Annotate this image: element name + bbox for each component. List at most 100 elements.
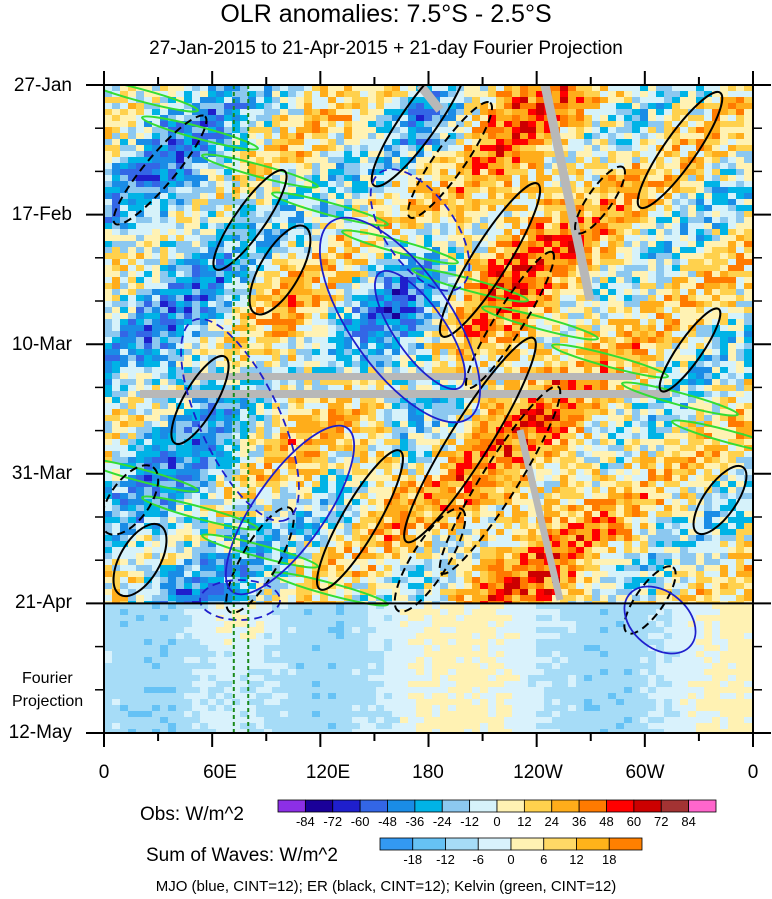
obs-cell	[352, 331, 361, 338]
obs-cell	[296, 217, 305, 224]
obs-cell	[616, 349, 625, 356]
obs-cell	[712, 337, 721, 344]
obs-cell	[512, 367, 521, 374]
obs-cell	[208, 85, 217, 92]
obs-cell	[616, 265, 625, 272]
obs-cell	[176, 241, 185, 248]
obs-cell	[208, 187, 217, 194]
obs-cell	[496, 415, 505, 422]
obs-cell	[504, 361, 513, 368]
obs-cell	[504, 313, 513, 320]
obs-cell	[504, 367, 513, 374]
obs-cell	[544, 145, 553, 152]
obs-cell	[264, 151, 273, 158]
obs-cell	[304, 265, 313, 272]
obs-cell	[680, 157, 689, 164]
obs-cell	[320, 241, 329, 248]
chart-title: OLR anomalies: 7.5°S - 2.5°S	[220, 0, 552, 28]
obs-cell	[496, 205, 505, 212]
obs-cell	[744, 115, 753, 122]
obs-cell	[488, 241, 497, 248]
obs-cell	[688, 217, 697, 224]
obs-cell	[296, 109, 305, 116]
obs-cell	[576, 163, 585, 170]
obs-cell	[688, 277, 697, 284]
obs-cell	[536, 175, 545, 182]
obs-cell	[600, 115, 609, 122]
obs-cell	[384, 103, 393, 110]
obs-cell	[536, 271, 545, 278]
obs-cell	[312, 103, 321, 110]
obs-cell	[472, 127, 481, 134]
obs-cell	[696, 193, 705, 200]
obs-cell	[352, 241, 361, 248]
obs-cell	[168, 439, 177, 446]
obs-cell	[480, 313, 489, 320]
obs-cell	[560, 259, 569, 266]
obs-cell	[232, 259, 241, 266]
obs-cell	[584, 163, 593, 170]
obs-cell	[704, 187, 713, 194]
obs-cell	[720, 295, 729, 302]
obs-cell	[128, 289, 137, 296]
obs-cell	[416, 217, 425, 224]
obs-cell	[720, 121, 729, 128]
obs-cell	[432, 157, 441, 164]
obs-cell	[112, 343, 121, 350]
obs-cell	[712, 385, 721, 392]
obs-cell	[360, 169, 369, 176]
obs-cell	[320, 349, 329, 356]
obs-cell	[664, 145, 673, 152]
obs-cell	[312, 415, 321, 422]
obs-cell	[536, 361, 545, 368]
obs-cell	[440, 145, 449, 152]
obs-cell	[336, 103, 345, 110]
obs-cell	[112, 181, 121, 188]
obs-cell	[608, 145, 617, 152]
obs-cell	[736, 127, 745, 134]
obs-cell	[480, 319, 489, 326]
obs-cell	[592, 313, 601, 320]
obs-cell	[480, 157, 489, 164]
obs-cell	[488, 349, 497, 356]
obs-cell	[744, 415, 753, 422]
obs-cell	[408, 181, 417, 188]
obs-cell	[728, 265, 737, 272]
obs-cell	[576, 397, 585, 404]
obs-cell	[552, 181, 561, 188]
obs-cell	[464, 421, 473, 428]
obs-cell	[384, 181, 393, 188]
obs-cell	[576, 427, 585, 434]
obs-cell	[120, 223, 129, 230]
obs-cell	[560, 379, 569, 386]
obs-cell	[256, 241, 265, 248]
obs-cell	[488, 211, 497, 218]
obs-cell	[344, 289, 353, 296]
obs-cell	[608, 307, 617, 314]
obs-cell	[144, 229, 153, 236]
obs-cell	[440, 217, 449, 224]
obs-cell	[288, 163, 297, 170]
obs-cell	[112, 313, 121, 320]
obs-cell	[336, 85, 345, 92]
obs-cell	[728, 325, 737, 332]
obs-cell	[632, 163, 641, 170]
obs-cell	[520, 403, 529, 410]
obs-cell	[328, 403, 337, 410]
obs-cell	[616, 241, 625, 248]
obs-cell	[320, 97, 329, 104]
obs-cell	[376, 409, 385, 416]
obs-cell	[472, 445, 481, 452]
obs-cell	[232, 445, 241, 452]
obs-cell	[560, 427, 569, 434]
obs-cell	[624, 427, 633, 434]
obs-cell	[344, 307, 353, 314]
obs-cell	[616, 313, 625, 320]
obs-cell	[192, 301, 201, 308]
obs-cell	[408, 235, 417, 242]
obs-cell	[704, 157, 713, 164]
obs-cell	[224, 259, 233, 266]
obs-cell	[640, 103, 649, 110]
obs-cell	[352, 157, 361, 164]
obs-cell	[496, 85, 505, 92]
